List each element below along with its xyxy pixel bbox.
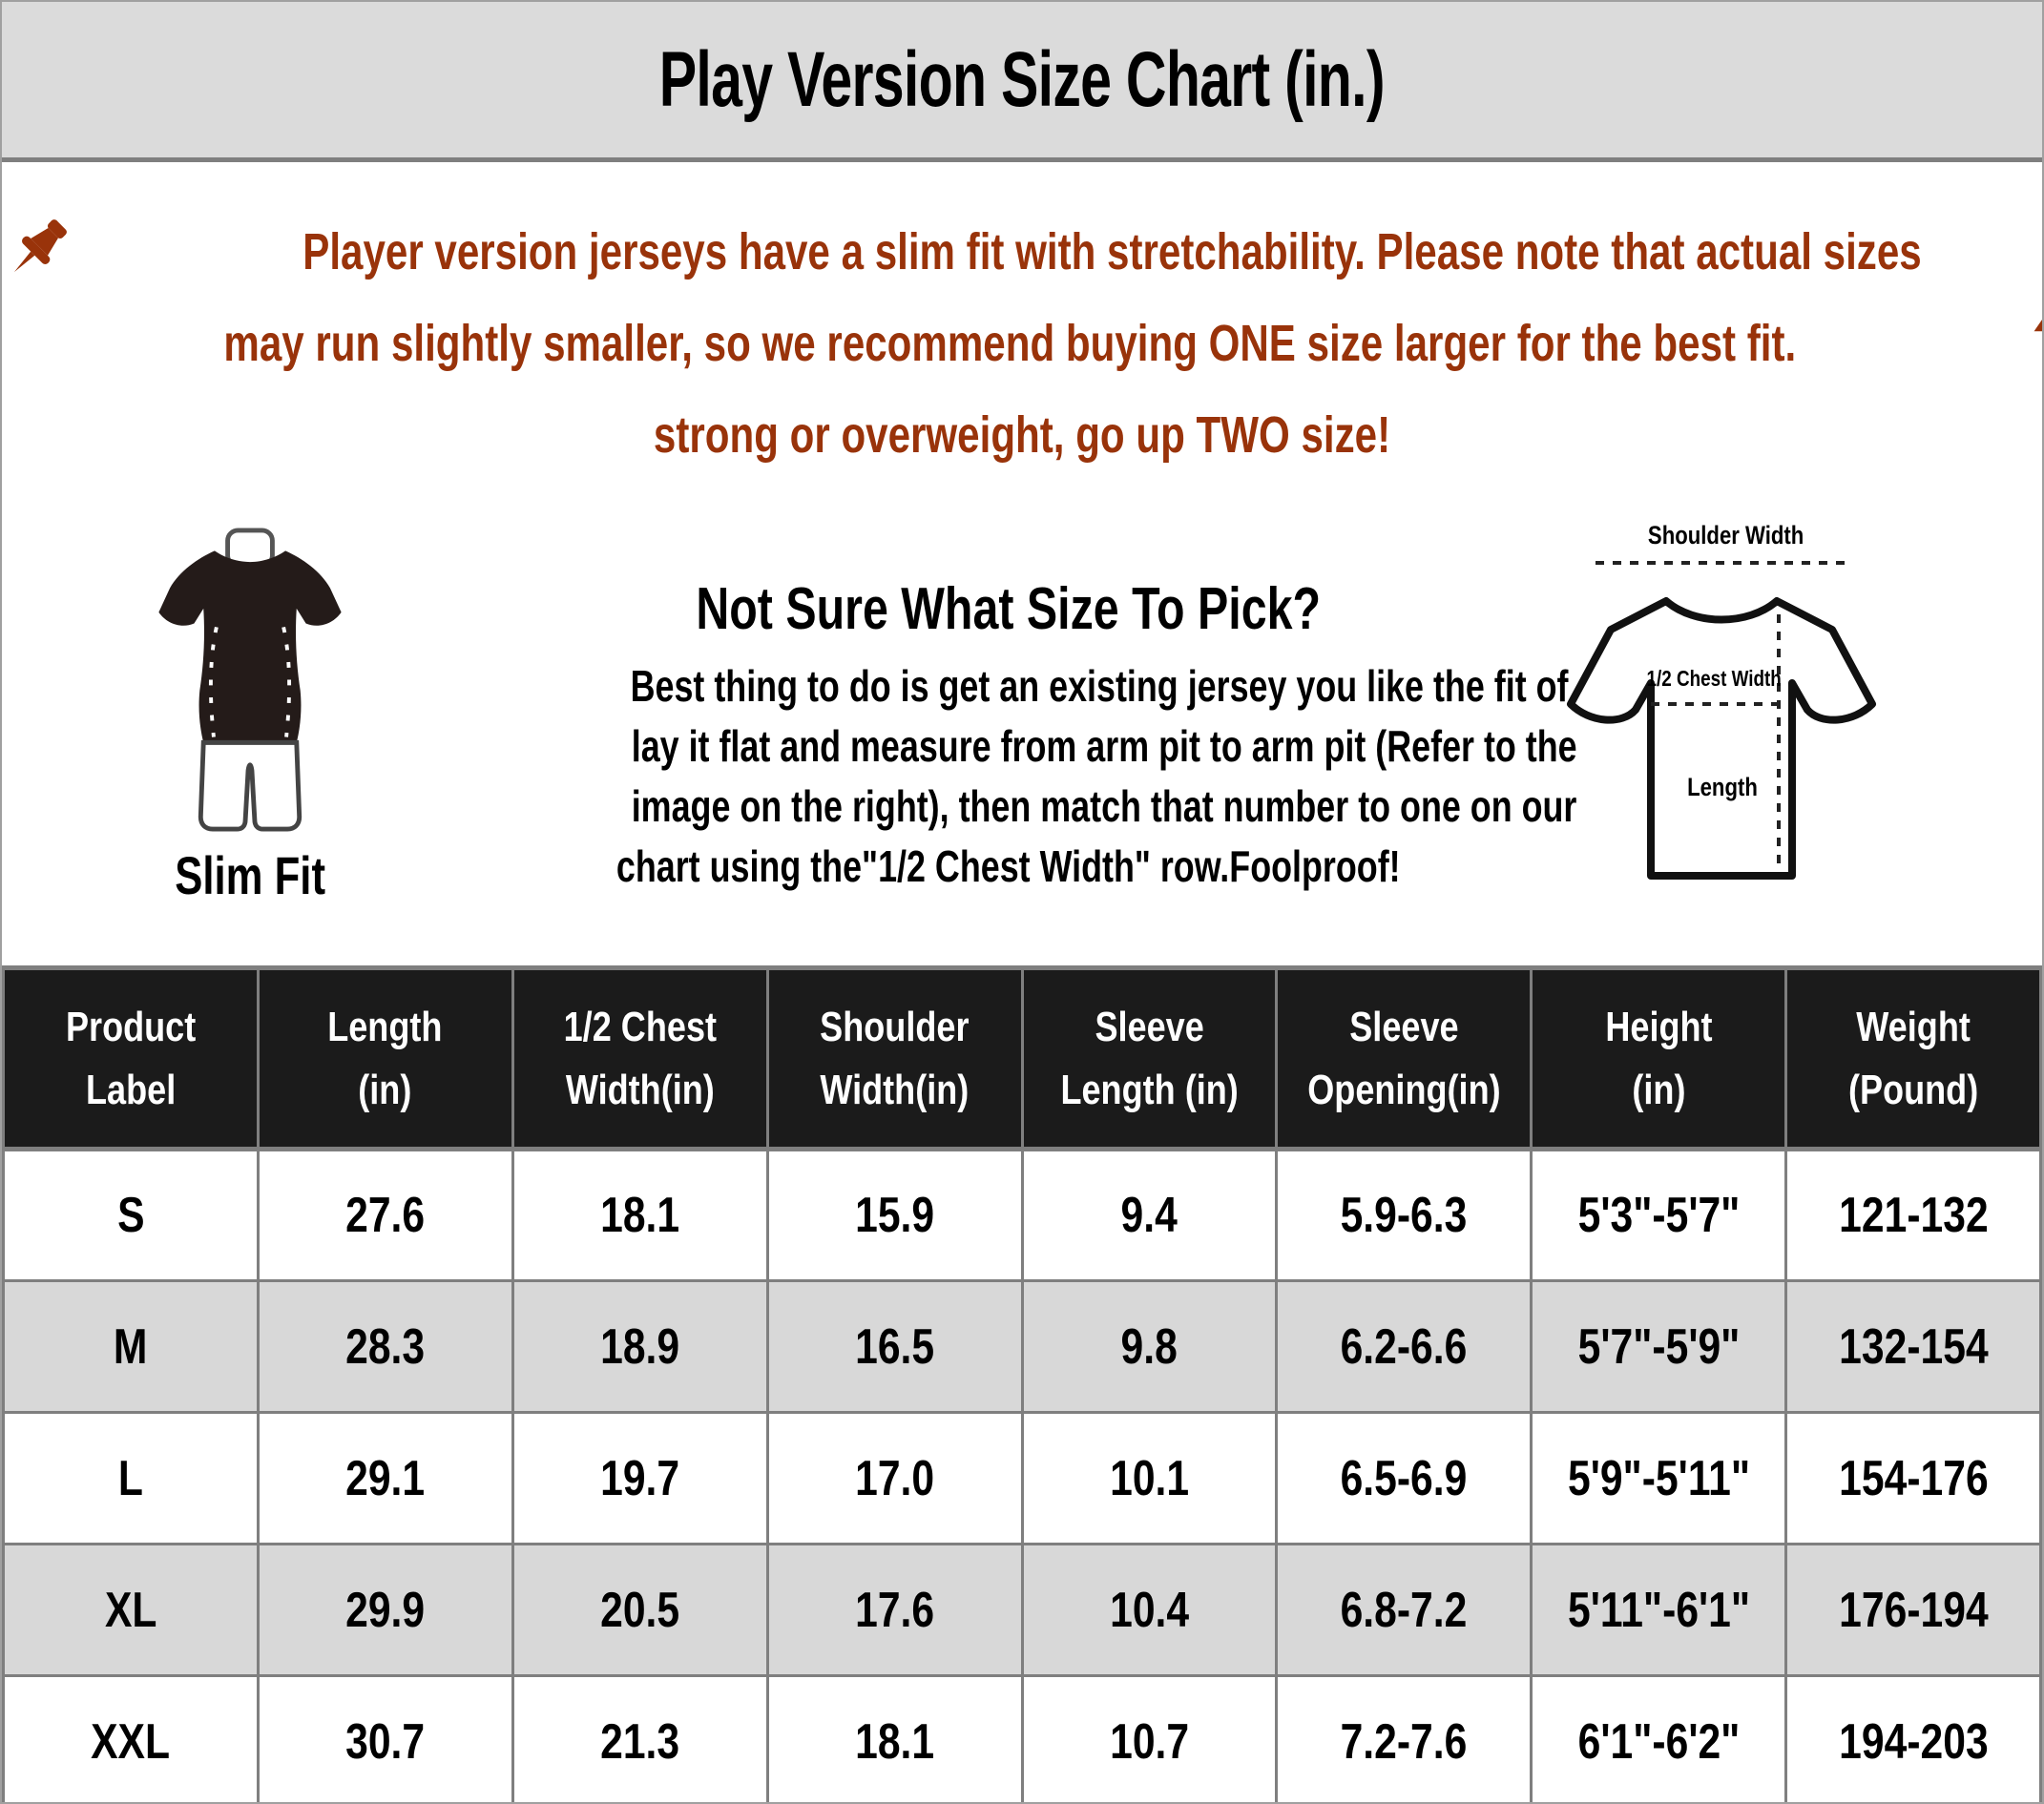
table-row: XL 29.9 20.5 17.6 10.4 6.8-7.2 5'11"-6'1" 176-1… (2, 1543, 2042, 1677)
table-cell: 27.6 (256, 1148, 514, 1282)
table-cell: 5.9-6.3 (1275, 1148, 1533, 1282)
size-table-head: Product Label Length (in) 1/2 Chest Width(in)… (2, 965, 2042, 1151)
table-cell: 6.5-6.9 (1275, 1411, 1533, 1545)
measure-diagram-panel: Shoulder Width 1/2 Chest Width Length (1519, 479, 2042, 965)
size-label-cell: S (2, 1148, 260, 1282)
table-cell: 154-176 (1784, 1411, 2042, 1545)
size-guide-body: Best thing to do is get an existing jers… (498, 656, 1576, 897)
column-header: 1/2 Chest Width(in) (511, 965, 769, 1151)
size-label-cell: XXL (2, 1674, 260, 1802)
page-title: Play Version Size Chart (in.) (658, 35, 1386, 123)
table-cell: 5'9"-5'11" (1530, 1411, 1788, 1545)
table-cell: 20.5 (511, 1543, 769, 1677)
size-label-cell: L (2, 1411, 260, 1545)
table-cell: 29.9 (256, 1543, 514, 1677)
table-cell: 5'3"-5'7" (1530, 1148, 1788, 1282)
table-cell: 17.6 (765, 1543, 1024, 1677)
table-cell: 29.1 (256, 1411, 514, 1545)
size-guide-line: image on the right), then match that num… (631, 781, 1577, 831)
size-guide-line: lay it flat and measure from arm pit to … (631, 721, 1577, 771)
table-row: L 29.1 19.7 17.0 10.1 6.5-6.9 5'9"-5'11" 154-17… (2, 1411, 2042, 1545)
column-header: Length (in) (256, 965, 514, 1151)
table-row: S 27.6 18.1 15.9 9.4 5.9-6.3 5'3"-5'7" 121-132 (2, 1148, 2042, 1282)
table-cell: 5'11"-6'1" (1530, 1543, 1788, 1677)
table-cell: 10.7 (1020, 1674, 1279, 1802)
length-label: Length (1687, 773, 1758, 801)
table-cell: 121-132 (1784, 1148, 2042, 1282)
header-row: Product Label Length (in) 1/2 Chest Width(in)… (2, 965, 2042, 1151)
slim-fit-label: Slim Fit (175, 845, 325, 905)
size-table-body: S 27.6 18.1 15.9 9.4 5.9-6.3 5'3"-5'7" 121-132 M… (2, 1148, 2042, 1802)
table-cell: 6'1"-6'2" (1530, 1674, 1788, 1802)
shoulder-width-label: Shoulder Width (1648, 521, 1804, 549)
table-cell: 7.2-7.6 (1275, 1674, 1533, 1802)
table-cell: 132-154 (1784, 1279, 2042, 1414)
table-cell: 9.4 (1020, 1148, 1279, 1282)
table-cell: 9.8 (1020, 1279, 1279, 1414)
fit-note-text-3: strong or overweight, go up TWO size! (653, 406, 1391, 464)
table-cell: 28.3 (256, 1279, 514, 1414)
table-cell: 10.4 (1020, 1543, 1279, 1677)
table-row: M 28.3 18.9 16.5 9.8 6.2-6.6 5'7"-5'9" 132-154 (2, 1279, 2042, 1414)
fit-note-line-3: strong or overweight, go up TWO size! (2, 389, 2042, 481)
column-header: Product Label (2, 965, 260, 1151)
size-label-cell: XL (2, 1543, 260, 1677)
size-guide-line: Best thing to do is get an existing jers… (630, 661, 1569, 711)
measure-diagram: Shoulder Width 1/2 Chest Width Length (1521, 521, 1931, 910)
column-header: Shoulder Width(in) (765, 965, 1024, 1151)
fit-note: Player version jerseys have a slim fit w… (2, 162, 2042, 479)
title-bar: Play Version Size Chart (in.) (2, 2, 2042, 162)
table-cell: 16.5 (765, 1279, 1024, 1414)
middle-section: Slim Fit Not Sure What Size To Pick? Bes… (2, 479, 2042, 965)
table-cell: 21.3 (511, 1674, 769, 1802)
table-cell: 15.9 (765, 1148, 1024, 1282)
fit-note-text-2: may run slightly smaller, so we recommen… (223, 315, 1797, 372)
tshirt-outline-icon (1567, 561, 1876, 880)
column-header: Sleeve Opening(in) (1275, 965, 1533, 1151)
slim-fit-panel: Slim Fit (2, 479, 498, 965)
table-cell: 30.7 (256, 1674, 514, 1802)
table-cell: 18.1 (511, 1148, 769, 1282)
table-cell: 194-203 (1784, 1674, 2042, 1802)
table-cell: 10.1 (1020, 1411, 1279, 1545)
table-cell: 17.0 (765, 1411, 1024, 1545)
table-cell: 18.1 (765, 1674, 1024, 1802)
column-header: Height (in) (1530, 965, 1788, 1151)
table-cell: 176-194 (1784, 1543, 2042, 1677)
fit-note-text-1: Player version jerseys have a slim fit w… (302, 223, 1922, 280)
size-guide-heading: Not Sure What Size To Pick? (696, 576, 1322, 642)
table-cell: 19.7 (511, 1411, 769, 1545)
table-cell: 6.8-7.2 (1275, 1543, 1533, 1677)
column-header: Sleeve Length (in) (1020, 965, 1279, 1151)
size-table: Product Label Length (in) 1/2 Chest Width(in)… (2, 965, 2042, 1802)
size-guide-panel: Not Sure What Size To Pick? Best thing t… (498, 479, 1576, 965)
table-cell: 5'7"-5'9" (1530, 1279, 1788, 1414)
up-arrow-icon (2034, 319, 2042, 332)
size-label-cell: M (2, 1279, 260, 1414)
table-cell: 18.9 (511, 1279, 769, 1414)
fit-note-line-1: Player version jerseys have a slim fit w… (2, 206, 2042, 298)
slim-fit-figure-icon (158, 528, 342, 832)
column-header: Weight (Pound) (1784, 965, 2042, 1151)
table-cell: 6.2-6.6 (1275, 1279, 1533, 1414)
fit-note-line-2: may run slightly smaller, so we recommen… (2, 298, 2042, 389)
size-guide-line: chart using the"1/2 Chest Width" row.Foo… (616, 841, 1401, 891)
table-row: XXL 30.7 21.3 18.1 10.7 7.2-7.6 6'1"-6'2" 194-2… (2, 1674, 2042, 1802)
half-chest-width-label: 1/2 Chest Width (1646, 666, 1782, 691)
pushpin-icon (13, 219, 67, 273)
